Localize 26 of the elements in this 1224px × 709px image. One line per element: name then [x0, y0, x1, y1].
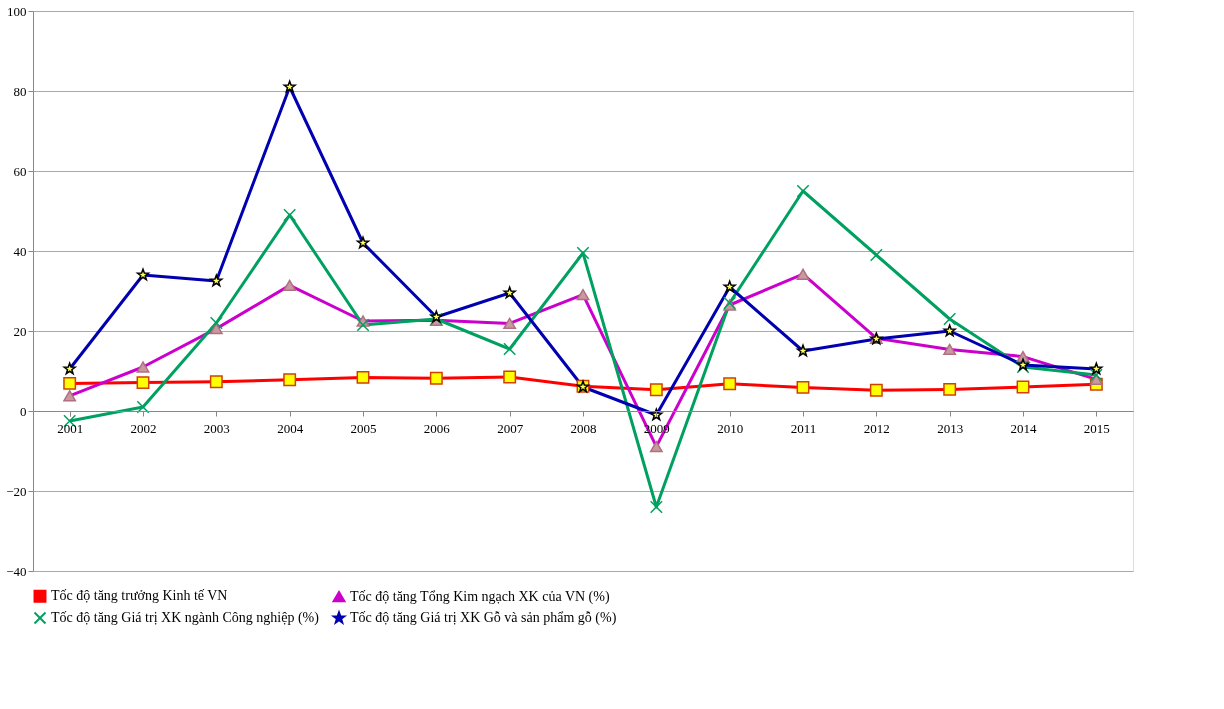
- x-tick-label: 2013: [937, 420, 964, 436]
- legend-label: Tốc độ tăng Tổng Kim ngạch XK của VN (%): [350, 588, 610, 605]
- x-tick-label: 2003: [203, 420, 230, 436]
- y-tick-label: 80: [13, 83, 27, 99]
- y-tick-label: 0: [20, 403, 27, 419]
- x-tick-label: 2007: [497, 420, 524, 436]
- y-tick-label: −20: [6, 483, 27, 499]
- legend-label: Tốc độ tăng Giá trị XK ngành Công nghiệp (%): [51, 610, 320, 626]
- x-tick-label: 2005: [350, 420, 377, 436]
- legend-label: Tốc độ tăng Giá trị XK Gỗ và sản phẩm gỗ (%): [350, 610, 617, 626]
- x-tick-label: 2002: [130, 420, 157, 436]
- x-tick-label: 2004: [277, 420, 304, 436]
- y-tick-label: 60: [13, 163, 27, 179]
- x-tick-label: 2008: [570, 420, 597, 436]
- x-tick-label: 2010: [717, 420, 744, 436]
- x-tick-label: 2012: [863, 420, 890, 436]
- x-tick-label: 2006: [423, 420, 451, 436]
- y-tick-label: 40: [13, 243, 27, 259]
- y-tick-label: 20: [13, 323, 27, 339]
- y-tick-label: −40: [6, 563, 27, 579]
- x-tick-label: 2014: [1010, 420, 1037, 436]
- x-tick-label: 2015: [1083, 420, 1110, 436]
- x-tick-label: 2011: [790, 420, 817, 436]
- legend-label: Tốc độ tăng trưởng Kinh tế VN: [51, 588, 228, 604]
- x-tick-label: 2001: [57, 420, 84, 436]
- y-tick-label: 100: [7, 3, 27, 19]
